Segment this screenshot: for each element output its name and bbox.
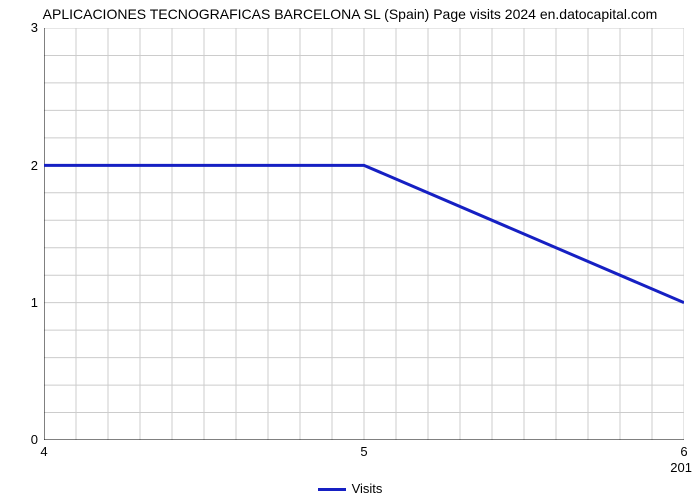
x-tick-5: 5 bbox=[354, 444, 374, 459]
y-tick-1: 1 bbox=[8, 295, 38, 310]
chart-title: APLICACIONES TECNOGRAFICAS BARCELONA SL … bbox=[0, 6, 700, 22]
y-tick-2: 2 bbox=[8, 158, 38, 173]
x-tick-4: 4 bbox=[34, 444, 54, 459]
chart-container: APLICACIONES TECNOGRAFICAS BARCELONA SL … bbox=[0, 0, 700, 500]
y-tick-3: 3 bbox=[8, 20, 38, 35]
grid-vertical bbox=[44, 28, 684, 440]
secondary-xlabel: 201 bbox=[670, 460, 692, 475]
plot-area bbox=[44, 28, 684, 440]
chart-svg bbox=[44, 28, 684, 440]
legend-label: Visits bbox=[352, 481, 383, 496]
x-tick-6: 6 bbox=[674, 444, 694, 459]
legend: Visits bbox=[0, 481, 700, 496]
legend-swatch bbox=[318, 488, 346, 491]
